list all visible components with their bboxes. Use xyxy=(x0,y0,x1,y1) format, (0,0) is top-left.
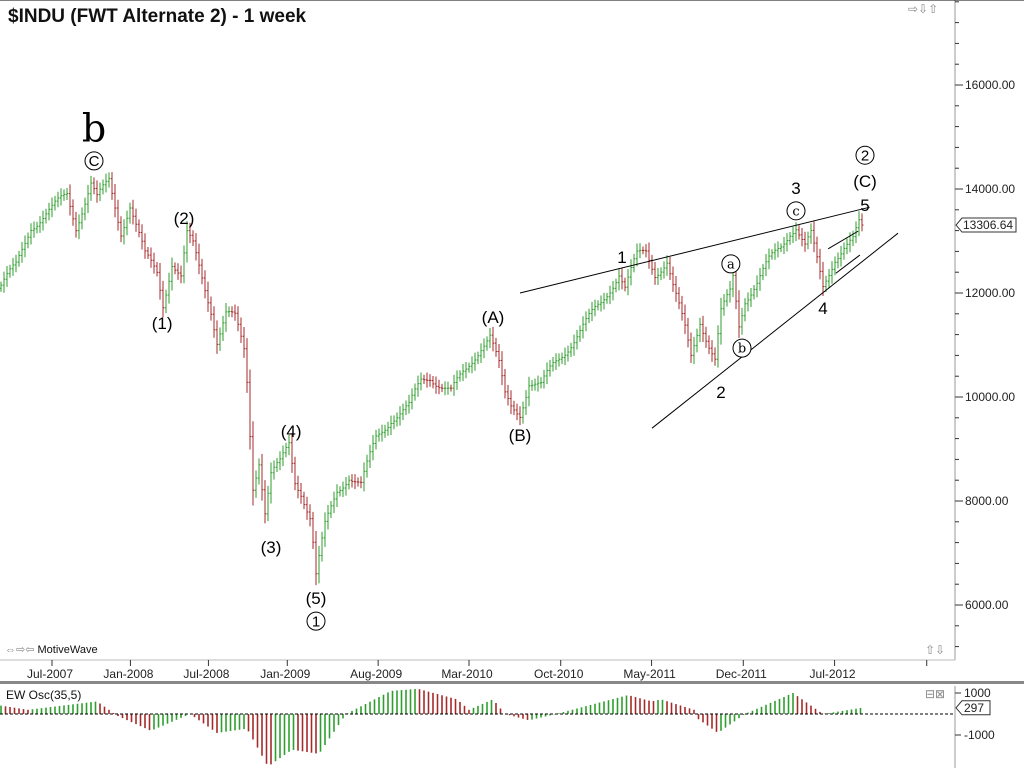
x-tick-label: Jul-2012 xyxy=(810,667,856,681)
wave-label: 2 xyxy=(716,383,725,402)
wave-label: 1 xyxy=(617,248,626,267)
y-tick-label: 12000.00 xyxy=(965,286,1015,300)
arrows-left-right-icon[interactable]: ⇔⇨⇦ xyxy=(5,644,38,656)
x-tick-label: Dec-2011 xyxy=(716,667,767,681)
wave-label: C xyxy=(89,153,100,170)
wave-label-circle xyxy=(855,145,875,165)
wave-label: (B) xyxy=(509,426,532,445)
oscillator-title: EW Osc(35,5) xyxy=(6,688,82,702)
last-price-value: 13306.64 xyxy=(963,218,1013,232)
price-bars xyxy=(0,172,864,586)
x-tick-label: Aug-2009 xyxy=(350,667,402,681)
panel-divider[interactable] xyxy=(0,681,1024,684)
wave-label: b xyxy=(82,106,106,150)
y-tick-label: 10000.00 xyxy=(965,390,1015,404)
y-tick-label: 14000.00 xyxy=(965,182,1015,196)
wave-label-circle xyxy=(306,611,326,631)
oscillator-bars xyxy=(0,689,862,765)
wave-label: c xyxy=(792,204,799,219)
wave-label: (A) xyxy=(482,308,505,327)
x-tick-label: Jul-2008 xyxy=(183,667,229,681)
osc-tick-label: -1000 xyxy=(964,728,995,742)
wave-label: (5) xyxy=(306,589,327,608)
x-tick-label: Mar-2010 xyxy=(441,667,493,681)
panel-restore-close-icon[interactable]: ⊟⊠ xyxy=(925,687,946,701)
x-tick-label: Oct-2010 xyxy=(534,667,584,681)
wave-label: (C) xyxy=(853,172,877,191)
osc-last-value: 297 xyxy=(964,701,984,715)
x-tick-label: May-2011 xyxy=(623,667,676,681)
chart-title: $INDU (FWT Alternate 2) - 1 week xyxy=(8,6,307,27)
wave-label-circle xyxy=(721,254,741,274)
wave-label: a xyxy=(727,257,735,272)
trendline[interactable] xyxy=(651,232,899,429)
last-price-tag xyxy=(955,217,1017,233)
trendline[interactable] xyxy=(835,254,861,274)
wave-label: (3) xyxy=(261,538,282,557)
x-tick-label: Jan-2009 xyxy=(260,667,310,681)
wave-label: (2) xyxy=(174,209,195,228)
wave-label-circle xyxy=(84,151,104,171)
wave-label: (4) xyxy=(281,422,302,441)
brand-area: ⇔⇨⇦ MotiveWave xyxy=(5,643,98,656)
trendline[interactable] xyxy=(519,206,870,294)
wave-label-circle xyxy=(732,338,752,358)
trendline[interactable] xyxy=(827,230,859,250)
x-tick-label: Jan-2008 xyxy=(103,667,153,681)
y-tick-label: 6000.00 xyxy=(965,598,1009,612)
osc-tick-label: 1000 xyxy=(964,686,991,700)
wave-label: 2 xyxy=(861,147,869,164)
wave-label: 1 xyxy=(312,613,320,630)
osc-value-tag xyxy=(955,700,991,716)
brand-label: MotiveWave xyxy=(37,644,98,656)
y-tick-label: 8000.00 xyxy=(965,494,1009,508)
wave-label-circle xyxy=(786,201,806,221)
chart-nav-arrows-icon[interactable]: ⇨⇩⇧ xyxy=(908,2,939,16)
wave-label: 5 xyxy=(860,196,869,215)
wave-label: 4 xyxy=(818,299,827,318)
wave-label: 3 xyxy=(791,179,800,198)
y-tick-label: 16000.00 xyxy=(965,78,1015,92)
arrows-up-down-icon[interactable]: ⇧⇩ xyxy=(925,643,946,657)
wave-label: (1) xyxy=(152,314,173,333)
wave-label: b xyxy=(738,342,746,357)
x-tick-label: Jul-2007 xyxy=(27,667,73,681)
